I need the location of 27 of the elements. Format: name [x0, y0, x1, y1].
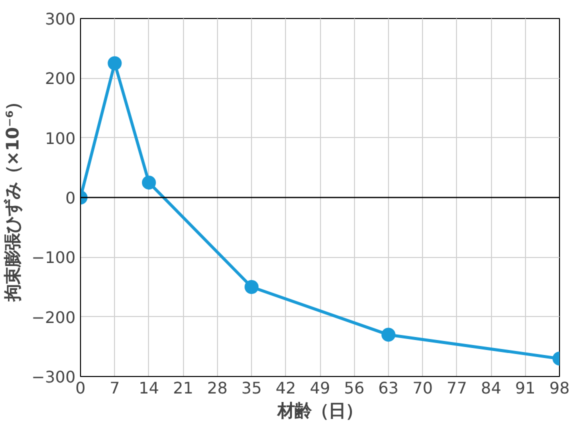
x-tick-label: 84: [480, 378, 502, 398]
point: [381, 328, 396, 342]
y-tick-label: −100: [32, 248, 76, 268]
x-tick-label: 42: [276, 378, 296, 398]
x-tick-label: 98: [549, 378, 570, 398]
x-tick-label: 63: [378, 378, 399, 398]
x-tick-label: 49: [310, 378, 330, 398]
point: [244, 280, 259, 294]
y-tick-label: 300: [44, 10, 76, 28]
y-tick-label: 200: [44, 69, 76, 88]
y-tick-label: −200: [32, 308, 76, 327]
point: [142, 176, 156, 190]
y-axis-title: 拘束膨張ひずみ（×10⁻⁶）: [4, 93, 24, 303]
x-tick-label: 21: [172, 378, 194, 398]
x-axis-title: 材齢（日）: [276, 402, 362, 422]
x-tick-label: 14: [138, 378, 160, 398]
y-tick-label: 0: [65, 188, 76, 208]
x-tick-label: 7: [110, 378, 120, 398]
x-tick-label: 35: [241, 378, 262, 398]
x-tick-label: 56: [344, 378, 364, 398]
point: [108, 56, 122, 70]
x-tick-label: 91: [515, 378, 536, 398]
x-tick-label: 70: [412, 378, 433, 398]
x-tick-label: 77: [446, 378, 468, 398]
y-tick-label: −300: [32, 368, 76, 386]
y-tick-label: 100: [44, 128, 76, 148]
x-tick-label: 28: [207, 378, 228, 398]
